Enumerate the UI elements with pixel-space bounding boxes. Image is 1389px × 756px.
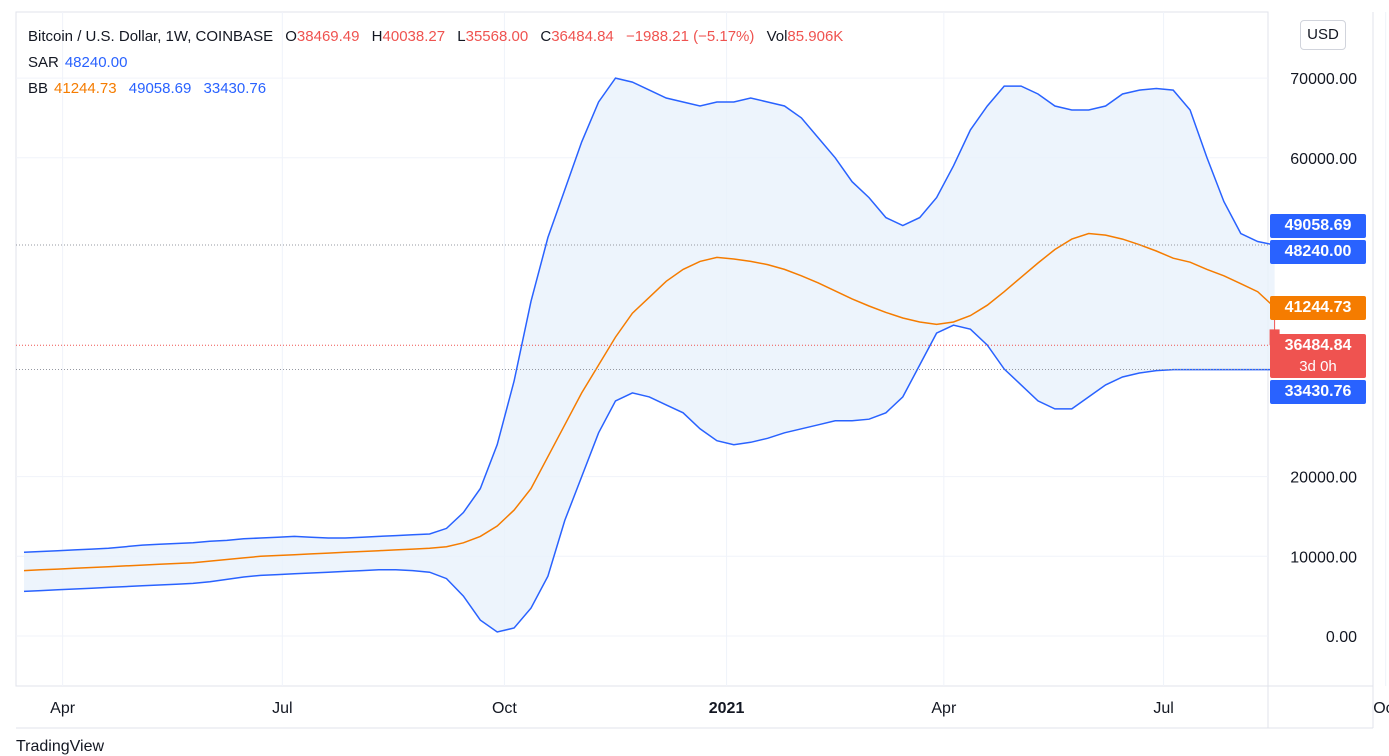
chart-legend: Bitcoin / U.S. Dollar, 1W, COINBASE O384… bbox=[28, 24, 843, 102]
open-label: O bbox=[285, 28, 297, 45]
sar-label: SAR bbox=[28, 54, 59, 71]
open-value: 38469.49 bbox=[296, 28, 360, 45]
last-price-value: 36484.84 bbox=[1284, 337, 1352, 354]
sar-price-tag: 48240.00 bbox=[1270, 240, 1366, 264]
volume-value: 85.906K bbox=[787, 28, 844, 45]
high-value: 40038.27 bbox=[382, 28, 446, 45]
low-label: L bbox=[457, 28, 466, 45]
high-label: H bbox=[371, 28, 383, 45]
bb-lower-line bbox=[23, 324, 1275, 633]
x-tick-label: 2021 bbox=[709, 700, 745, 717]
close-value: 36484.84 bbox=[551, 28, 614, 45]
bb-basis-line bbox=[23, 232, 1276, 572]
currency-button[interactable]: USD bbox=[1300, 20, 1346, 50]
close-label: C bbox=[540, 28, 552, 45]
x-tick-label: Oct bbox=[492, 700, 517, 717]
bb-upper-value: 49058.69 bbox=[128, 80, 192, 97]
bb-band-fill bbox=[24, 78, 1275, 633]
symbol-title[interactable]: Bitcoin / U.S. Dollar, 1W, COINBASE bbox=[28, 28, 274, 45]
bb-upper-line bbox=[23, 77, 1275, 554]
bb-basis-value: 41244.73 bbox=[54, 80, 117, 97]
bb-lower-value: 33430.76 bbox=[203, 80, 267, 97]
y-tick-label: 20000.00 bbox=[1290, 470, 1357, 487]
sar-row[interactable]: SAR 48240.00 bbox=[28, 50, 843, 76]
last-price-tag: 36484.84 3d 0h bbox=[1270, 334, 1366, 378]
x-tick-label: Jul bbox=[272, 700, 292, 717]
low-value: 35568.00 bbox=[465, 28, 529, 45]
tradingview-logo-text: TradingView bbox=[16, 738, 105, 755]
bb-basis-price-tag: 41244.73 bbox=[1270, 296, 1366, 320]
x-tick-label: Jul bbox=[1153, 700, 1173, 717]
x-tick-label: Apr bbox=[50, 700, 76, 717]
volume-label: Vol bbox=[766, 28, 788, 45]
y-tick-label: 10000.00 bbox=[1290, 549, 1357, 566]
bb-row[interactable]: BB 41244.73 49058.69 33430.76 bbox=[28, 76, 843, 102]
bb-label: BB bbox=[28, 80, 49, 97]
change-value: −1988.21 (−5.17%) bbox=[625, 28, 755, 45]
y-tick-label: 60000.00 bbox=[1290, 151, 1357, 168]
x-tick-label: Apr bbox=[931, 700, 957, 717]
bb-upper-price-tag: 49058.69 bbox=[1270, 214, 1366, 238]
y-tick-label: 0.00 bbox=[1326, 629, 1357, 646]
bb-lower-price-tag: 33430.76 bbox=[1270, 380, 1366, 404]
tradingview-logo[interactable]: TradingView bbox=[16, 738, 104, 756]
y-tick-label: 70000.00 bbox=[1290, 71, 1357, 88]
x-tick-label: Oct bbox=[1373, 700, 1389, 717]
sar-value: 48240.00 bbox=[64, 54, 128, 71]
ohlc-row: Bitcoin / U.S. Dollar, 1W, COINBASE O384… bbox=[28, 24, 843, 50]
countdown-value: 3d 0h bbox=[1299, 358, 1337, 375]
